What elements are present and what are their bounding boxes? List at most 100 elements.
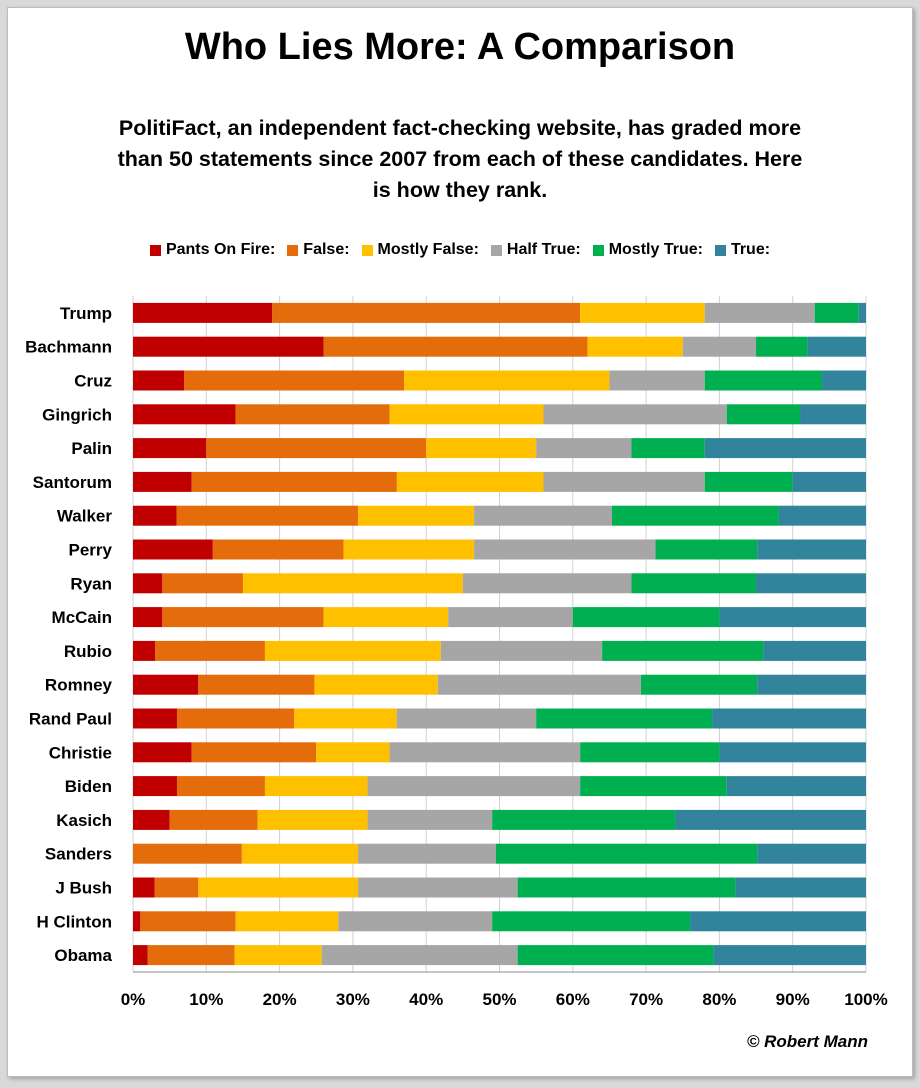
legend-swatch xyxy=(592,244,604,256)
bar-segment xyxy=(176,505,358,526)
bar-segment xyxy=(367,776,581,797)
legend-swatch xyxy=(149,244,161,256)
bar-segment xyxy=(704,302,815,323)
bar-segment xyxy=(154,877,199,898)
bar-segment xyxy=(641,674,758,695)
category-label: Sanders xyxy=(45,845,112,864)
bar-segment xyxy=(133,539,213,560)
bar-segment xyxy=(655,539,758,560)
bar-segment xyxy=(357,843,496,864)
legend-item: Half True: xyxy=(490,241,581,259)
x-tick-label: 30% xyxy=(336,990,370,1009)
bar-segment xyxy=(133,438,207,459)
category-label: Gingrich xyxy=(42,405,112,424)
bar-segment xyxy=(133,573,163,594)
chart-subtitle: PolitiFact, an independent fact-checking… xyxy=(117,116,803,202)
bar-segment xyxy=(543,404,727,425)
category-label: Christie xyxy=(49,743,112,762)
x-tick-label: 40% xyxy=(409,990,443,1009)
bar-segment xyxy=(184,370,405,391)
legend-item: Mostly True: xyxy=(592,241,703,259)
bar-segment xyxy=(133,607,163,628)
bar-segment xyxy=(133,302,273,323)
bar-segment xyxy=(712,708,866,729)
bar-segment xyxy=(517,945,714,966)
bar-segment xyxy=(191,471,397,492)
legend-swatch xyxy=(490,244,502,256)
bar-segment xyxy=(587,336,683,357)
bar-segment xyxy=(713,945,866,966)
category-label: Trump xyxy=(60,304,112,323)
bar-segment xyxy=(609,370,705,391)
legend-item: Pants On Fire: xyxy=(149,241,276,259)
bar-segment xyxy=(316,742,390,763)
legend-item: Mostly False: xyxy=(361,241,479,259)
credit-text: © Robert Mann xyxy=(746,1032,868,1051)
x-tick-label: 100% xyxy=(844,990,887,1009)
bar-segment xyxy=(426,438,537,459)
bar-segment xyxy=(357,877,518,898)
category-label: Ryan xyxy=(70,574,112,593)
bar-segment xyxy=(133,708,177,729)
bar-segment xyxy=(536,438,632,459)
bar-segment xyxy=(404,370,610,391)
legend-swatch xyxy=(714,244,726,256)
bar-segment xyxy=(682,336,757,357)
bar-segment xyxy=(176,708,295,729)
bar-segment xyxy=(675,809,866,830)
bar-segment xyxy=(235,911,339,932)
x-tick-label: 70% xyxy=(629,990,663,1009)
bar-segment xyxy=(147,945,235,966)
bar-segment xyxy=(492,911,691,932)
bar-segment xyxy=(321,945,518,966)
category-label: Walker xyxy=(57,507,113,526)
bar-segment xyxy=(206,438,427,459)
bar-segment xyxy=(719,742,866,763)
bar-segment xyxy=(314,674,438,695)
category-label: Rubio xyxy=(64,642,112,661)
legend-label: Pants On Fire: xyxy=(165,241,276,258)
x-tick-label: 60% xyxy=(556,990,590,1009)
bar-segment xyxy=(572,607,720,628)
bar-segment xyxy=(437,674,642,695)
bar-segment xyxy=(133,640,155,661)
legend-label: Mostly True: xyxy=(608,241,703,258)
bar-segment xyxy=(367,809,493,830)
legend-item: True: xyxy=(714,241,771,259)
bar-segment xyxy=(492,809,676,830)
bar-segment xyxy=(543,471,705,492)
bar-segment xyxy=(822,370,866,391)
legend-swatch xyxy=(361,244,373,256)
x-tick-label: 20% xyxy=(263,990,297,1009)
bar-segment xyxy=(294,708,397,729)
bar-segment xyxy=(323,607,449,628)
bar-segment xyxy=(272,302,581,323)
bar-segment xyxy=(536,708,713,729)
bar-segment xyxy=(133,505,177,526)
category-label: McCain xyxy=(52,608,112,627)
bar-segment xyxy=(389,742,581,763)
bar-segment xyxy=(756,336,808,357)
bar-segment xyxy=(580,776,727,797)
bar-segment xyxy=(763,640,866,661)
bar-segment xyxy=(191,742,317,763)
bar-segment xyxy=(726,404,801,425)
bar-segment xyxy=(140,911,236,932)
bar-segment xyxy=(495,843,758,864)
legend-label: True: xyxy=(730,241,771,258)
bar-segment xyxy=(169,809,258,830)
bar-segment xyxy=(133,776,177,797)
x-tick-label: 90% xyxy=(776,990,810,1009)
bar-segment xyxy=(212,539,344,560)
bar-segment xyxy=(704,438,866,459)
legend-swatch xyxy=(287,244,299,256)
bar-segment xyxy=(133,911,141,932)
bar-segment xyxy=(631,573,757,594)
category-label: Obama xyxy=(54,946,112,965)
bar-segment xyxy=(133,336,324,357)
bar-segment xyxy=(704,370,823,391)
bar-segment xyxy=(631,438,705,459)
bar-segment xyxy=(264,776,368,797)
bar-segment xyxy=(234,945,322,966)
bar-segment xyxy=(242,573,463,594)
